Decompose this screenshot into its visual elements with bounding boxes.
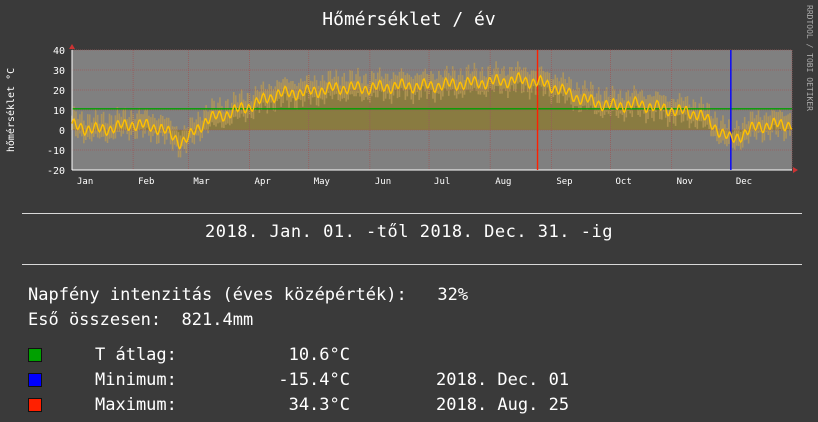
sunshine-label: Napfény intenzitás (éves középérték):: [28, 285, 407, 305]
y-tick-label: 10: [53, 106, 65, 117]
sunshine-line: Napfény intenzitás (éves középérték): 32…: [28, 285, 468, 305]
temperature-line: [71, 71, 793, 150]
rain-label: Eső összesen:: [28, 310, 162, 330]
stat-date: 2018. Aug. 25: [436, 395, 570, 415]
stat-label: Maximum:: [95, 395, 177, 415]
series-lines: [69, 44, 798, 173]
x-tick-label: Jul: [434, 177, 450, 187]
divider-top: [22, 213, 802, 214]
rain-value: 821.4mm: [181, 310, 254, 330]
x-tick-label: May: [314, 177, 331, 187]
period-range: 2018. Jan. 01. -től 2018. Dec. 31. -ig: [205, 222, 613, 242]
average-color-swatch: [28, 348, 42, 362]
x-tick-label: Dec: [736, 177, 752, 187]
temperature-chart: Hőmérséklet / év RRDTOOL / TOBI OETIKER …: [5, 5, 814, 187]
x-tick-label: Apr: [255, 177, 272, 187]
y-tick-label: 30: [53, 66, 65, 77]
divider-bottom: [22, 264, 802, 265]
chart-title: Hőmérséklet / év: [322, 9, 495, 30]
x-tick-label: Mar: [193, 177, 210, 187]
y-tick-label: -20: [47, 166, 65, 177]
stat-date: 2018. Dec. 01: [436, 370, 570, 390]
minimum-color-swatch: [28, 373, 42, 387]
x-tick-label: Sep: [556, 177, 572, 187]
sunshine-value: 32%: [437, 285, 469, 305]
x-tick-label: Aug: [495, 177, 511, 187]
x-tick-label: Feb: [138, 177, 154, 187]
maximum-color-swatch: [28, 398, 42, 412]
watermark-label: RRDTOOL / TOBI OETIKER: [805, 5, 814, 111]
rain-line: Eső összesen: 821.4mm: [28, 310, 253, 330]
stat-value: 10.6°C: [288, 345, 350, 365]
x-tick-label: Oct: [616, 177, 632, 187]
y-tick-label: 40: [53, 46, 65, 57]
y-axis-arrow: [69, 44, 75, 49]
stat-value: 34.3°C: [288, 395, 350, 415]
y-tick-label: -10: [47, 146, 65, 157]
y-tick-labels: 40 30 20 10 0 -10 -20: [47, 46, 65, 177]
stat-label: Minimum:: [95, 370, 177, 390]
y-tick-label: 20: [53, 86, 65, 97]
x-tick-label: Nov: [677, 177, 693, 187]
x-tick-label: Jun: [375, 177, 391, 187]
stat-label: T átlag:: [95, 345, 177, 365]
stat-value: -15.4°C: [278, 370, 350, 390]
y-tick-label: 0: [59, 126, 65, 137]
x-axis-arrow: [793, 167, 798, 173]
x-tick-labels: Jan Feb Mar Apr May Jun Jul Aug Sep Oct Nov Dec: [77, 177, 752, 187]
x-tick-label: Jan: [77, 177, 93, 187]
y-axis-label: hőmérséklet °C: [5, 68, 17, 152]
